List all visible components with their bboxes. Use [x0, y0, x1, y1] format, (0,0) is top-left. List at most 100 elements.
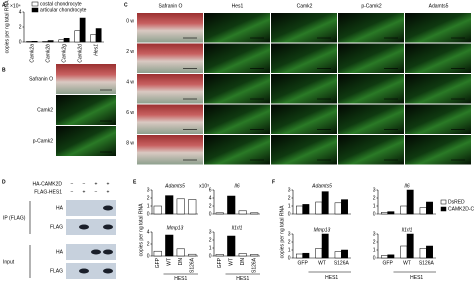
group-label: IP (FLAG) [3, 215, 26, 221]
bar [215, 212, 224, 215]
bar [406, 189, 414, 215]
bar [238, 253, 247, 257]
x-tick-label: GFP [298, 260, 309, 266]
column-label: Camk2 [297, 3, 313, 9]
x-tick-label: Camk2a [29, 44, 35, 63]
blot [66, 263, 116, 279]
y-axis-label: copies per ng total RNA [279, 205, 285, 258]
x-tick-label: GFP [217, 257, 223, 268]
y-tick-label: 0 [373, 255, 376, 261]
x-tick-label: GFP [383, 260, 394, 266]
bar [419, 248, 427, 259]
group-label: HES1 [174, 276, 187, 282]
y-tick-label: 3 [147, 187, 150, 193]
micrograph [405, 135, 471, 165]
bar [188, 199, 197, 215]
micrograph [338, 135, 404, 165]
blot-label: HA [56, 249, 64, 255]
bar [334, 202, 342, 215]
legend-swatch [440, 199, 447, 205]
group-label: Input [3, 259, 15, 265]
micrograph [271, 13, 337, 43]
y-tick-label: 3 [209, 229, 212, 235]
bar [90, 34, 97, 43]
micrograph [271, 74, 337, 104]
bar [426, 245, 433, 259]
micrograph [271, 43, 337, 73]
micrograph [271, 104, 337, 134]
blot-band [103, 224, 113, 230]
y-tick-label: 3 [288, 187, 291, 193]
chart-title: Il1rl1 [402, 227, 413, 233]
bar [302, 204, 310, 215]
blot-band [79, 224, 89, 230]
micrograph [405, 43, 471, 73]
chart-title: Il6 [234, 183, 240, 189]
chart-title: Il6 [404, 183, 410, 189]
legend-label: articular chondrocyte [40, 7, 87, 13]
bar [188, 253, 197, 257]
micrograph [271, 135, 337, 165]
group-label: HES1 [325, 275, 338, 281]
chart-title: Mmp13 [167, 225, 184, 231]
sign: − [71, 181, 74, 187]
x-tick-label: DN [240, 258, 246, 266]
x-tick-label: Camk2b [45, 44, 51, 63]
legend-label: CAMK2D-CA [448, 206, 474, 212]
row-label: Safranin O [29, 76, 53, 82]
chart-title: Adamts5 [311, 183, 332, 189]
blot-label: FLAG [50, 224, 63, 230]
micrograph [405, 104, 471, 134]
x-tick-label: DN [178, 258, 184, 266]
bar [153, 205, 162, 215]
bar [315, 201, 323, 215]
bar [165, 234, 174, 257]
panel-letter: B [2, 67, 6, 73]
row-label: 2 w [126, 49, 134, 55]
x-tick-label: WT [167, 258, 173, 266]
y-tick-label: 2 [288, 195, 291, 201]
row-label: FLAG-HES1 [34, 189, 62, 195]
bar [63, 38, 70, 43]
bar [227, 235, 236, 257]
panel-letter: A [2, 2, 6, 8]
micrograph [137, 13, 203, 43]
x-tick-label: WT [318, 260, 326, 266]
bar [321, 191, 329, 215]
legend-label: costal chondrocyte [40, 1, 82, 7]
blot-band [103, 249, 113, 255]
bar [238, 210, 247, 215]
micrograph [338, 43, 404, 73]
y-tick-label: 2 [147, 241, 150, 247]
micrograph [56, 126, 116, 156]
bar [315, 248, 323, 259]
bar [176, 198, 185, 215]
bar [176, 248, 185, 257]
bar [387, 211, 395, 215]
y-tick-label: 4 [147, 229, 150, 235]
bar [42, 41, 49, 43]
bar [74, 30, 81, 43]
row-label: 6 w [126, 110, 134, 116]
micrograph [338, 104, 404, 134]
y-tick-label: 2 [209, 237, 212, 243]
bar [426, 201, 433, 215]
blot-label: FLAG [50, 268, 63, 274]
group-label: HES1 [236, 276, 249, 282]
x-tick-label: S126A [334, 260, 350, 266]
bar [95, 28, 102, 43]
bar [381, 212, 388, 215]
bar [321, 233, 329, 259]
y-tick-label: 0 [209, 253, 212, 259]
y-tick-label: 0 [209, 211, 212, 217]
y-tick-label: 1 [288, 247, 291, 253]
blot-band [91, 249, 101, 255]
x-tick-label: S126A [419, 260, 435, 266]
y-tick-label: 0 [288, 255, 291, 261]
micrograph [338, 74, 404, 104]
blot-band [103, 205, 113, 211]
chart-title: Adamts5 [164, 183, 185, 189]
row-label: 8 w [126, 140, 134, 146]
micrograph [204, 43, 270, 73]
